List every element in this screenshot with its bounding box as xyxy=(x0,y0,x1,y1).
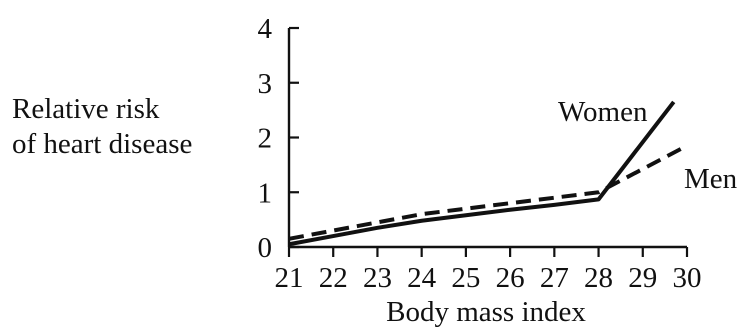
y-axis-title-line-1: Relative risk xyxy=(12,93,160,125)
y-tick-label-4: 4 xyxy=(258,13,273,45)
series-layer xyxy=(288,100,688,247)
series-label-women: Women xyxy=(558,96,648,128)
x-tick-label-22: 22 xyxy=(319,262,348,294)
series-line-men xyxy=(288,143,688,241)
y-axis-ticks: 0 1 2 3 4 xyxy=(258,13,299,264)
y-tick-label-0: 0 xyxy=(258,232,273,264)
series-line-women xyxy=(288,100,676,247)
y-tick-label-3: 3 xyxy=(258,68,273,100)
series-label-men: Men xyxy=(684,163,738,195)
y-tick-label-2: 2 xyxy=(258,123,273,155)
y-tick-label-1: 1 xyxy=(258,177,273,209)
x-tick-label-21: 21 xyxy=(275,262,304,294)
x-tick-label-23: 23 xyxy=(363,262,392,294)
x-axis-title: Body mass index xyxy=(386,296,586,328)
x-tick-label-24: 24 xyxy=(407,262,437,294)
x-tick-label-27: 27 xyxy=(540,262,569,294)
x-tick-label-30: 30 xyxy=(673,262,702,294)
x-tick-label-26: 26 xyxy=(496,262,525,294)
x-tick-label-25: 25 xyxy=(451,262,480,294)
x-tick-label-29: 29 xyxy=(628,262,657,294)
x-tick-label-28: 28 xyxy=(584,262,613,294)
y-axis-title-line-2: of heart disease xyxy=(12,128,192,160)
x-axis-ticks: 21 22 23 24 25 26 27 28 29 30 xyxy=(275,247,702,294)
